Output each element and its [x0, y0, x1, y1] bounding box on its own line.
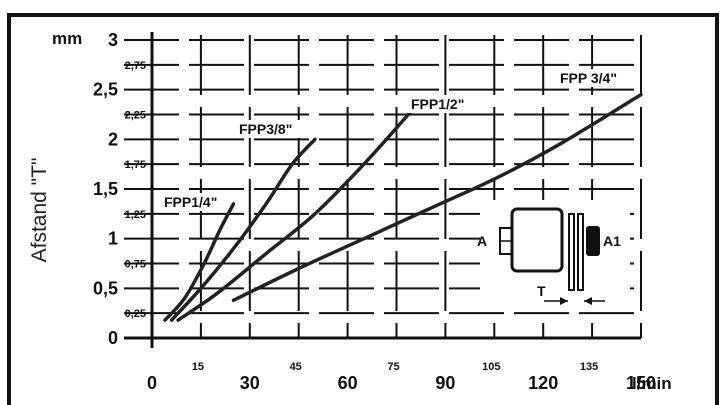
- x-tick-label-minor: 135: [580, 361, 598, 373]
- y-axis-label: Afstand "T": [28, 158, 51, 263]
- valve-body: [510, 207, 564, 273]
- series-label: FPP 3/4": [560, 70, 617, 86]
- y-tick-label: 1: [108, 229, 118, 249]
- series-label: FPP3/8": [239, 121, 292, 137]
- series-label-bg: [408, 95, 473, 113]
- series-label: FPP1/2": [411, 96, 464, 112]
- chart-ticks: 0 0,5 1 1,5 2 2,5 3 0,25 0,75 1,25 1,75 2,25 2,75 0 30…: [93, 30, 656, 393]
- series-label: FPP1/4": [164, 194, 217, 210]
- x-tick-label-minor: 15: [192, 361, 204, 373]
- y-tick-label: 2,5: [93, 80, 118, 100]
- valve-plate-2: [577, 213, 584, 291]
- series-label-bg: [161, 193, 226, 211]
- y-tick-label: 0,5: [93, 278, 118, 298]
- y-unit-label: mm: [52, 29, 82, 48]
- inset-label-a1: A1: [603, 233, 621, 249]
- y-tick-label-minor: 0,75: [125, 259, 146, 271]
- chart-series: FPP1/4" FPP3/8" FPP1/2" FPP 3/4": [161, 69, 643, 322]
- chart-axes: [124, 32, 641, 348]
- series-line: [169, 137, 317, 322]
- dimension-arrow-left: [560, 297, 568, 305]
- valve-plate: [568, 213, 575, 291]
- y-tick-label-minor: 2,25: [125, 110, 146, 122]
- valve-diagram: A A1 T: [477, 200, 630, 312]
- x-tick-label: 90: [435, 373, 455, 393]
- x-tick-label: 0: [147, 373, 157, 393]
- x-tick-label-minor: 45: [290, 361, 302, 373]
- y-tick-label-minor: 0,25: [125, 308, 146, 320]
- series-line: [231, 92, 643, 303]
- series-label-bg: [557, 69, 631, 87]
- valve-right-fitting: [586, 226, 600, 256]
- y-tick-label: 2: [108, 129, 118, 149]
- y-tick-label: 0: [108, 328, 118, 348]
- series-line: [163, 202, 236, 322]
- x-tick-label: 120: [528, 373, 558, 393]
- series-label-bg: [236, 120, 301, 138]
- y-tick-label-minor: 1,25: [125, 209, 146, 221]
- inset-label-a: A: [477, 233, 487, 249]
- y-tick-label-minor: 1,75: [125, 159, 146, 171]
- x-tick-label-minor: 75: [387, 361, 399, 373]
- series-line: [176, 107, 415, 322]
- y-tick-label: 3: [108, 30, 118, 50]
- x-tick-label: 60: [338, 373, 358, 393]
- dimension-arrow-right: [584, 297, 592, 305]
- inset-label-t: T: [537, 283, 546, 299]
- x-tick-label: 30: [240, 373, 260, 393]
- x-unit-label: l/min: [632, 374, 672, 393]
- x-tick-label-minor: 105: [482, 361, 500, 373]
- x-tick-label: 150: [626, 373, 656, 393]
- y-tick-label-minor: 2,75: [125, 60, 146, 72]
- y-tick-label: 1,5: [93, 179, 118, 199]
